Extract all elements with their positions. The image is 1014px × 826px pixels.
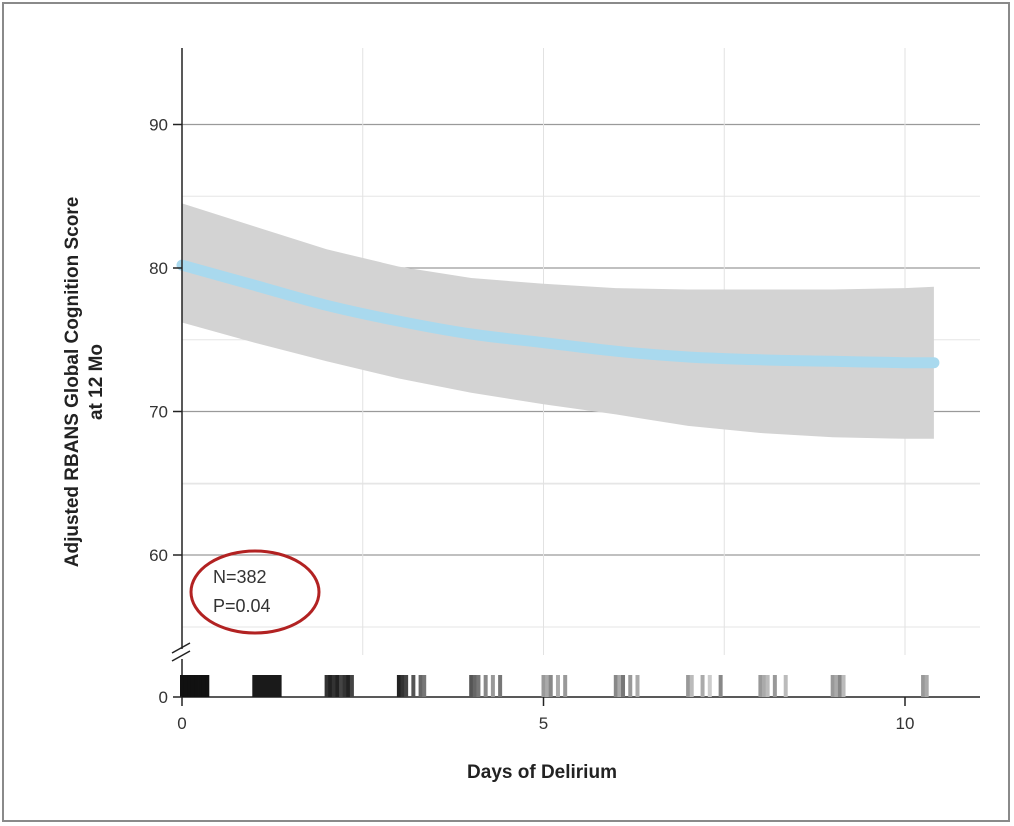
axis-break-mark: [171, 642, 191, 654]
fitted-line: [176, 259, 940, 369]
rug-mark: [472, 675, 477, 697]
rug-mark: [617, 675, 622, 697]
rug-mark: [259, 675, 264, 697]
y-tick-label: 0: [159, 688, 168, 707]
rug-mark: [404, 675, 409, 697]
rug-mark: [490, 675, 495, 697]
rug-marks: [180, 675, 929, 697]
rug-mark: [718, 675, 723, 697]
rug-mark: [924, 675, 929, 697]
rug-mark: [411, 675, 416, 697]
x-tick-label: 10: [896, 714, 915, 733]
rug-mark: [837, 675, 842, 697]
tick-labels: 60 70 80 90 00 5 10: [149, 116, 914, 734]
rug-mark: [830, 675, 835, 697]
rug-mark: [422, 675, 427, 697]
rug-mark: [765, 675, 770, 697]
rug-mark: [498, 675, 503, 697]
rug-mark: [277, 675, 282, 697]
rug-mark: [707, 675, 712, 697]
rug-mark: [700, 675, 705, 697]
y-tick-label: 90: [149, 116, 168, 135]
rug-mark: [273, 675, 278, 697]
rug-mark: [342, 675, 347, 697]
rug-mark: [339, 675, 344, 697]
rug-mark: [205, 675, 210, 697]
highlight-circle: [189, 549, 321, 635]
rug-mark: [183, 675, 188, 697]
y-tick-label: 60: [149, 546, 168, 565]
rug-mark: [263, 675, 268, 697]
rug-mark: [758, 675, 763, 697]
y-tick-label: 70: [149, 403, 168, 422]
x-axis-title: Days of Delirium: [467, 762, 617, 783]
rug-mark: [762, 675, 767, 697]
rug-mark: [328, 675, 333, 697]
rug-mark: [190, 675, 195, 697]
rug-mark: [783, 675, 788, 697]
rug-mark: [545, 675, 550, 697]
rug-mark: [621, 675, 626, 697]
sample-size-label: N=382: [213, 567, 267, 587]
rug-mark: [555, 675, 560, 697]
rug-mark: [563, 675, 568, 697]
rug-mark: [635, 675, 640, 697]
rug-mark: [689, 675, 694, 697]
rug-mark: [841, 675, 846, 697]
rug-mark: [180, 675, 184, 697]
y-axis-title-line-2: at 12 Mo: [86, 344, 107, 420]
rug-mark: [400, 675, 405, 697]
rug-mark: [187, 675, 192, 697]
rug-mark: [476, 675, 481, 697]
rug-mark: [270, 675, 275, 697]
rug-mark: [331, 675, 336, 697]
rug-mark: [396, 675, 401, 697]
rug-mark: [613, 675, 618, 697]
rug-mark: [255, 675, 260, 697]
rug-mark: [418, 675, 423, 697]
rug-mark: [335, 675, 340, 697]
rug-mark: [346, 675, 351, 697]
rug-mark: [772, 675, 777, 697]
rug-mark: [541, 675, 546, 697]
rug-mark: [469, 675, 474, 697]
rug-mark: [266, 675, 271, 697]
rug-mark: [198, 675, 203, 697]
rug-mark: [252, 675, 257, 697]
rug-mark: [921, 675, 926, 697]
rug-mark: [686, 675, 691, 697]
rug-mark: [349, 675, 354, 697]
rug-mark: [628, 675, 633, 697]
rug-mark: [201, 675, 206, 697]
y-axis-title-line-1: Adjusted RBANS Global Cognition Score: [62, 197, 83, 568]
x-tick-label: 5: [539, 714, 548, 733]
y-tick-label: 80: [149, 259, 168, 278]
rug-mark: [834, 675, 839, 697]
axis-break-mark: [171, 650, 191, 662]
rug-mark: [194, 675, 199, 697]
rug-mark: [483, 675, 488, 697]
rug-mark: [324, 675, 329, 697]
rug-mark: [548, 675, 553, 697]
confidence-band: [182, 203, 934, 439]
p-value-label: P=0.04: [213, 596, 271, 616]
x-tick-label: 0: [177, 714, 186, 733]
